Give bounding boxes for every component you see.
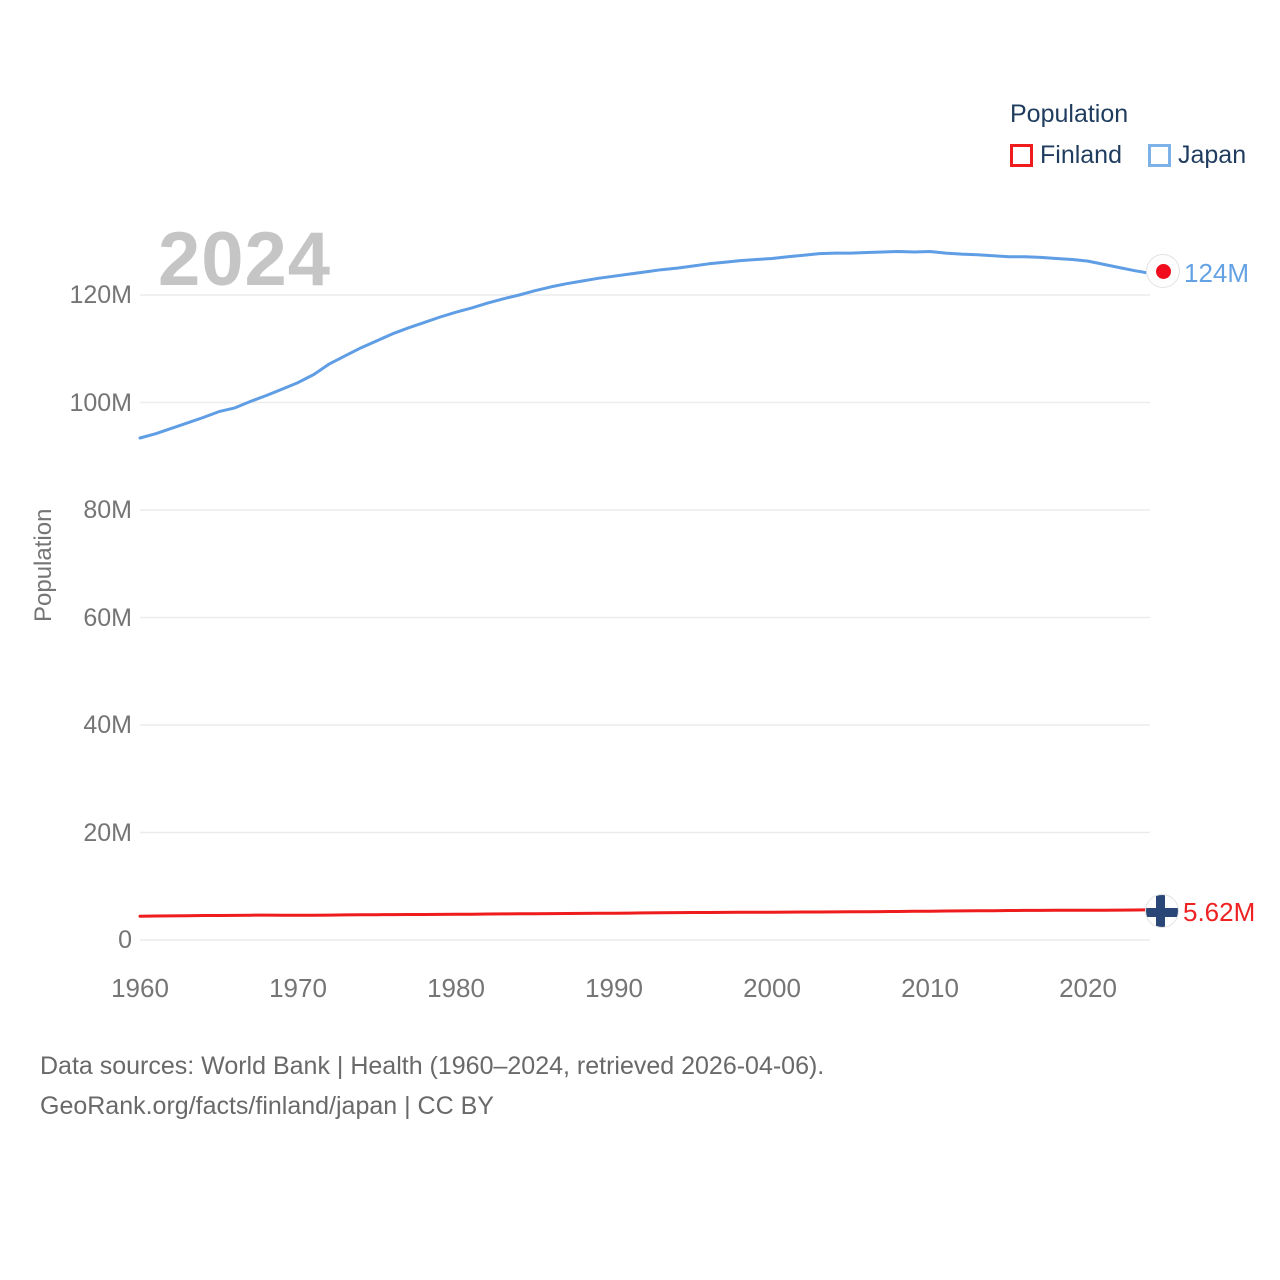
footer-data-sources: Data sources: World Bank | Health (1960–… (40, 1052, 825, 1080)
japan-flag-icon (1146, 254, 1180, 288)
y-tick-label: 100M (69, 388, 132, 417)
watermark-year: 2024 (158, 217, 332, 302)
legend-item-japan[interactable]: Japan (1148, 141, 1246, 170)
plot-area (138, 250, 1153, 941)
y-tick-label: 0 (118, 926, 132, 954)
y-tick-label: 60M (83, 603, 132, 632)
finland-end-value: 5.62M (1183, 897, 1256, 927)
y-tick-label: 40M (83, 711, 132, 739)
footer-attribution: Data sources: World Bank | Health (1960–… (40, 1046, 824, 1126)
y-tick-label: 80M (83, 496, 132, 524)
x-tick-label: 1980 (427, 973, 485, 1003)
legend-item-finland[interactable]: Finland (1010, 141, 1122, 170)
japan-line[interactable] (138, 250, 1153, 440)
y-tick-label: 20M (83, 818, 132, 847)
japan-swatch-icon (1148, 144, 1171, 167)
x-tick-label: 2020 (1059, 973, 1117, 1003)
finland-line[interactable] (138, 908, 1153, 918)
japan-flag-sun (1155, 263, 1171, 279)
finland-swatch-icon (1010, 144, 1033, 167)
y-tick-label: 120M (69, 281, 132, 309)
legend-title: Population (1010, 100, 1129, 128)
x-tick-label: 1960 (111, 973, 169, 1003)
legend-label-japan: Japan (1178, 141, 1247, 169)
legend-label-finland: Finland (1040, 141, 1122, 169)
x-tick-label: 1990 (585, 973, 643, 1003)
x-tick-label: 2000 (743, 973, 801, 1003)
legend-items: Finland Japan (1010, 141, 1246, 170)
x-tick-label: 1970 (269, 973, 327, 1003)
x-tick-label: 2010 (901, 973, 959, 1003)
finland-flag-cross (1156, 895, 1165, 927)
legend: Population Finland Japan (1010, 100, 1246, 170)
footer-url-license: GeoRank.org/facts/finland/japan | CC BY (40, 1092, 494, 1120)
finland-flag-icon (1145, 894, 1179, 928)
japan-end-value: 124M (1184, 258, 1250, 288)
